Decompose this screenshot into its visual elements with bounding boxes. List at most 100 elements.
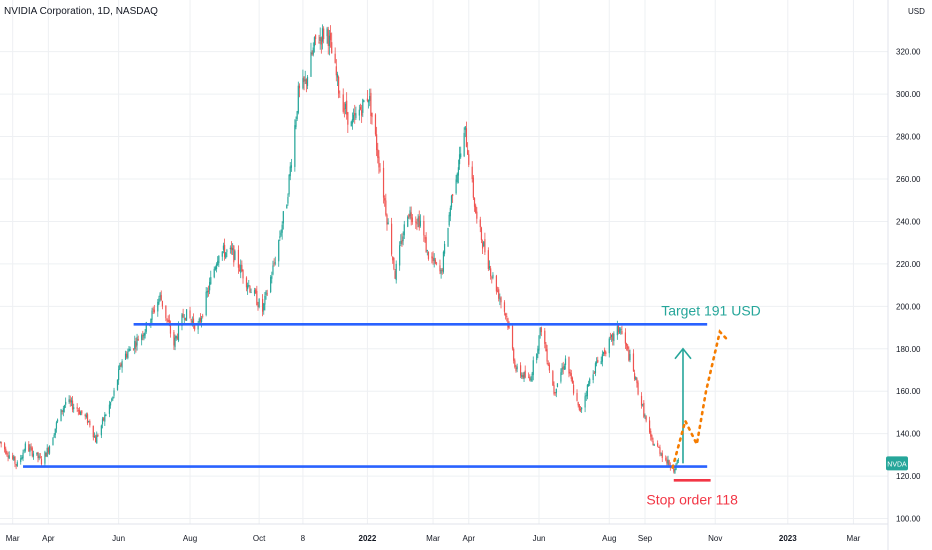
candle-body bbox=[197, 324, 199, 330]
candle-body bbox=[92, 425, 94, 438]
candle-body bbox=[257, 305, 259, 307]
candle-body bbox=[296, 111, 298, 120]
candle-body bbox=[241, 264, 243, 272]
candle-body bbox=[556, 383, 559, 388]
candle-body bbox=[152, 308, 154, 310]
candle-body bbox=[263, 303, 265, 311]
candle-body bbox=[657, 443, 659, 447]
candle-body bbox=[167, 319, 169, 322]
candle-body bbox=[234, 251, 236, 260]
candle-body bbox=[191, 320, 193, 323]
candle-body bbox=[395, 263, 397, 281]
candle-body bbox=[0, 441, 1, 443]
candle-body bbox=[129, 349, 131, 351]
candle-body bbox=[168, 319, 170, 325]
candle-body bbox=[508, 325, 510, 328]
x-tick-label: Mar bbox=[426, 534, 440, 543]
candle-body bbox=[448, 214, 450, 226]
candle-body bbox=[552, 371, 554, 386]
candle-body bbox=[351, 119, 354, 124]
candle-body bbox=[218, 255, 220, 264]
candle-body bbox=[619, 328, 621, 334]
candle-body bbox=[242, 270, 244, 279]
candle-body bbox=[32, 453, 35, 457]
candle-body bbox=[76, 407, 78, 409]
candle-body bbox=[288, 174, 290, 195]
candle-body bbox=[568, 357, 570, 374]
candle-body bbox=[181, 314, 183, 327]
candle-body bbox=[539, 327, 541, 336]
candle-body bbox=[121, 360, 123, 368]
candle-body bbox=[666, 459, 668, 464]
candle-body bbox=[61, 410, 63, 412]
grid bbox=[0, 0, 888, 524]
candle-body bbox=[563, 365, 565, 370]
candle-body bbox=[105, 415, 107, 417]
candle-body bbox=[369, 96, 371, 102]
x-tick-label: 2022 bbox=[359, 534, 377, 543]
candle-body bbox=[326, 28, 328, 37]
candle-body bbox=[496, 290, 499, 292]
candle-body bbox=[331, 42, 333, 54]
candle-body bbox=[63, 405, 66, 409]
candle-body bbox=[223, 244, 226, 257]
candle-body bbox=[311, 52, 313, 55]
candle-body bbox=[624, 332, 627, 344]
candle-body bbox=[233, 245, 235, 263]
candle-body bbox=[346, 100, 348, 115]
candle-body bbox=[113, 390, 115, 396]
candle-body bbox=[378, 156, 380, 168]
candle-body bbox=[342, 94, 344, 112]
candle-body bbox=[354, 112, 356, 116]
candle-body bbox=[408, 214, 410, 218]
candle-body bbox=[6, 453, 8, 455]
candle-body bbox=[80, 411, 82, 416]
y-tick-label: 240.00 bbox=[896, 217, 921, 226]
candle-body bbox=[222, 245, 225, 250]
candle-body bbox=[577, 401, 579, 406]
candle-body bbox=[48, 446, 51, 454]
candle-body bbox=[426, 250, 428, 251]
candle-body bbox=[635, 377, 637, 380]
candle-body bbox=[30, 446, 32, 448]
candle-body bbox=[628, 350, 630, 361]
candle-body bbox=[359, 107, 362, 110]
candle-body bbox=[142, 334, 144, 337]
candle-body bbox=[205, 291, 207, 316]
candle-body bbox=[161, 300, 163, 307]
candle-body bbox=[8, 455, 10, 459]
candle-body bbox=[238, 269, 241, 271]
candle-body bbox=[84, 414, 86, 417]
candle-body bbox=[344, 103, 347, 109]
candle-body bbox=[608, 338, 610, 354]
candle-body bbox=[97, 435, 99, 437]
candle-body bbox=[136, 337, 138, 346]
candle-body bbox=[282, 211, 284, 224]
candle-body bbox=[328, 35, 331, 47]
candle-body bbox=[352, 115, 355, 121]
candle-body bbox=[676, 460, 678, 464]
candle-body bbox=[490, 268, 492, 277]
candle-body bbox=[600, 361, 602, 365]
candle-body bbox=[377, 149, 379, 158]
candle-body bbox=[636, 378, 638, 384]
candle-body bbox=[409, 210, 411, 216]
candle-body bbox=[103, 417, 105, 421]
candle-body bbox=[492, 274, 494, 278]
candle-body bbox=[530, 379, 532, 381]
candle-body bbox=[255, 289, 257, 294]
x-tick-label: Oct bbox=[253, 534, 266, 543]
candle-body bbox=[177, 324, 180, 341]
candle-body bbox=[88, 421, 90, 422]
candle-body bbox=[279, 236, 281, 238]
y-tick-label: 140.00 bbox=[896, 430, 921, 439]
candle-body bbox=[37, 452, 39, 459]
candle-body bbox=[21, 456, 23, 460]
candle-body bbox=[36, 452, 38, 455]
candle-body bbox=[584, 396, 586, 408]
y-tick-label: 220.00 bbox=[896, 260, 921, 269]
candle-body bbox=[128, 348, 130, 352]
candle-body bbox=[667, 459, 669, 465]
candle-body bbox=[355, 113, 357, 119]
